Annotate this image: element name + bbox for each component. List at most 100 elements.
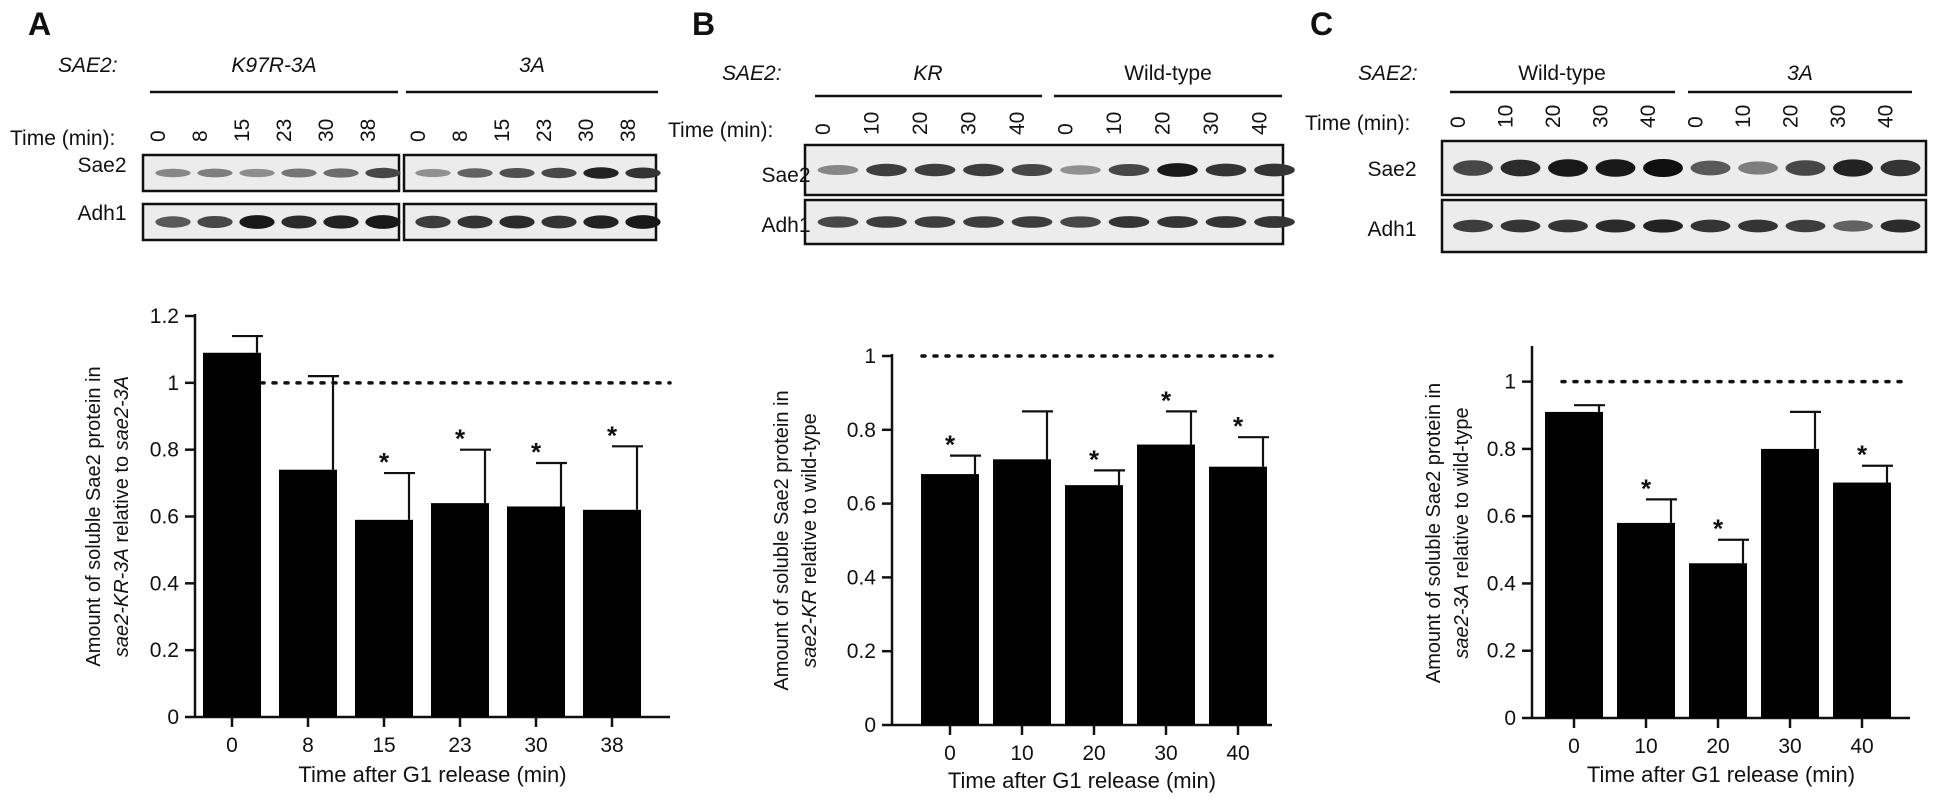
lane-label: 0 [1055,123,1078,135]
blot-band [583,215,619,229]
x-tick-label: 15 [372,734,395,757]
x-tick-label: 20 [1706,735,1729,758]
y-tick-label: 0 [864,714,876,737]
bar [355,519,413,717]
x-axis-label: Time after G1 release (min) [948,768,1216,793]
lane-label: 40 [1637,105,1660,128]
x-tick-label: 30 [524,734,547,757]
x-tick-label: 0 [944,742,956,765]
y-axis-label-line1: Amount of soluble Sae2 protein in [1423,383,1445,683]
x-tick-label: 8 [302,734,314,757]
blot-band [866,216,907,228]
lane-label: 30 [1827,105,1850,128]
y-axis-label-line1: Amount of soluble Sae2 protein in [771,390,793,690]
group-label: KR [913,62,942,85]
lane-label: 40 [1875,105,1898,128]
blot-band [1690,160,1731,176]
significance-star: * [455,424,466,454]
y-tick-label: 0 [167,706,179,729]
blot-band [239,215,275,229]
blot-band [1880,219,1921,233]
blot-band [817,165,859,175]
blot-row-label: Adh1 [77,202,126,225]
gene-label: SAE2: [722,62,782,85]
blot-band [499,167,535,179]
blot-band [1157,216,1198,228]
blot-band [1738,219,1778,233]
x-tick-label: 23 [448,734,471,757]
y-axis-label-line2: sae2-KR relative to wild-type [799,413,821,668]
blot-band [963,163,1004,177]
lane-label: 0 [147,130,170,142]
blot-band [281,215,317,229]
y-tick-label: 1.2 [150,305,179,328]
y-tick-label: 0.2 [1487,640,1516,663]
y-axis-label-part: relative to wild-type [799,413,821,590]
significance-star: * [1233,411,1244,441]
blot-row-label: Sae2 [77,154,126,177]
lane-label: 15 [231,119,254,142]
blot-band [365,167,401,179]
bar [203,352,261,717]
blot-band [541,167,577,179]
group-label: Wild-type [1518,62,1606,85]
y-tick-label: 0.6 [1487,505,1516,528]
significance-star: * [1713,514,1724,544]
blot-band [817,216,859,228]
blot-band [1880,159,1921,177]
bar [507,506,565,717]
bar [583,509,641,717]
blot-band [1453,219,1493,233]
gene-label: SAE2: [1358,62,1418,85]
lane-label: 0 [812,123,835,135]
y-axis-label-line1: Amount of soluble Sae2 protein in [83,366,105,666]
bar [921,474,979,725]
time-label: Time (min): [668,119,773,142]
significance-star: * [945,430,956,460]
blot-row-label: Adh1 [1367,218,1416,241]
bar [279,469,337,717]
bar [1833,482,1891,718]
y-axis-label-part: sae2-KR [799,590,821,668]
lane-label: 23 [273,119,296,142]
blot-band [1785,160,1826,176]
blot-band [963,216,1004,228]
blot-row-label: Adh1 [761,214,810,237]
significance-star: * [1161,385,1172,415]
lane-label: 40 [1249,112,1272,135]
lane-label: 30 [315,119,338,142]
blot-band [1011,216,1053,228]
x-tick-label: 38 [600,734,623,757]
bar [993,459,1051,725]
lane-label: 23 [533,119,556,142]
blot-band [914,216,956,228]
y-axis-label-part: sae2-3A [111,376,133,451]
blot-band [1108,163,1150,177]
blot-band [1254,163,1295,177]
significance-star: * [379,447,390,477]
blot-band [155,216,191,228]
blot-band [1643,159,1683,177]
blot-band [914,163,956,177]
blot-band [457,215,493,229]
lane-label: 38 [357,119,380,142]
blot-band [1205,163,1247,177]
blot-band [1643,219,1683,233]
blot-band [1833,220,1873,232]
blot-band [155,168,191,178]
blot-band [1011,163,1053,177]
x-tick-label: 40 [1226,742,1249,765]
y-tick-label: 0.6 [150,506,179,529]
bar [1617,522,1675,718]
panel-letter: A [28,6,51,42]
time-label: Time (min): [10,127,115,150]
blot-band [1738,161,1778,175]
lane-label: 10 [1495,105,1518,128]
blot-band [1205,216,1247,228]
lane-label: 0 [1447,116,1470,128]
panel-letter: B [692,6,715,42]
bar [1761,448,1819,718]
lane-label: 15 [491,119,514,142]
x-tick-label: 10 [1010,742,1033,765]
